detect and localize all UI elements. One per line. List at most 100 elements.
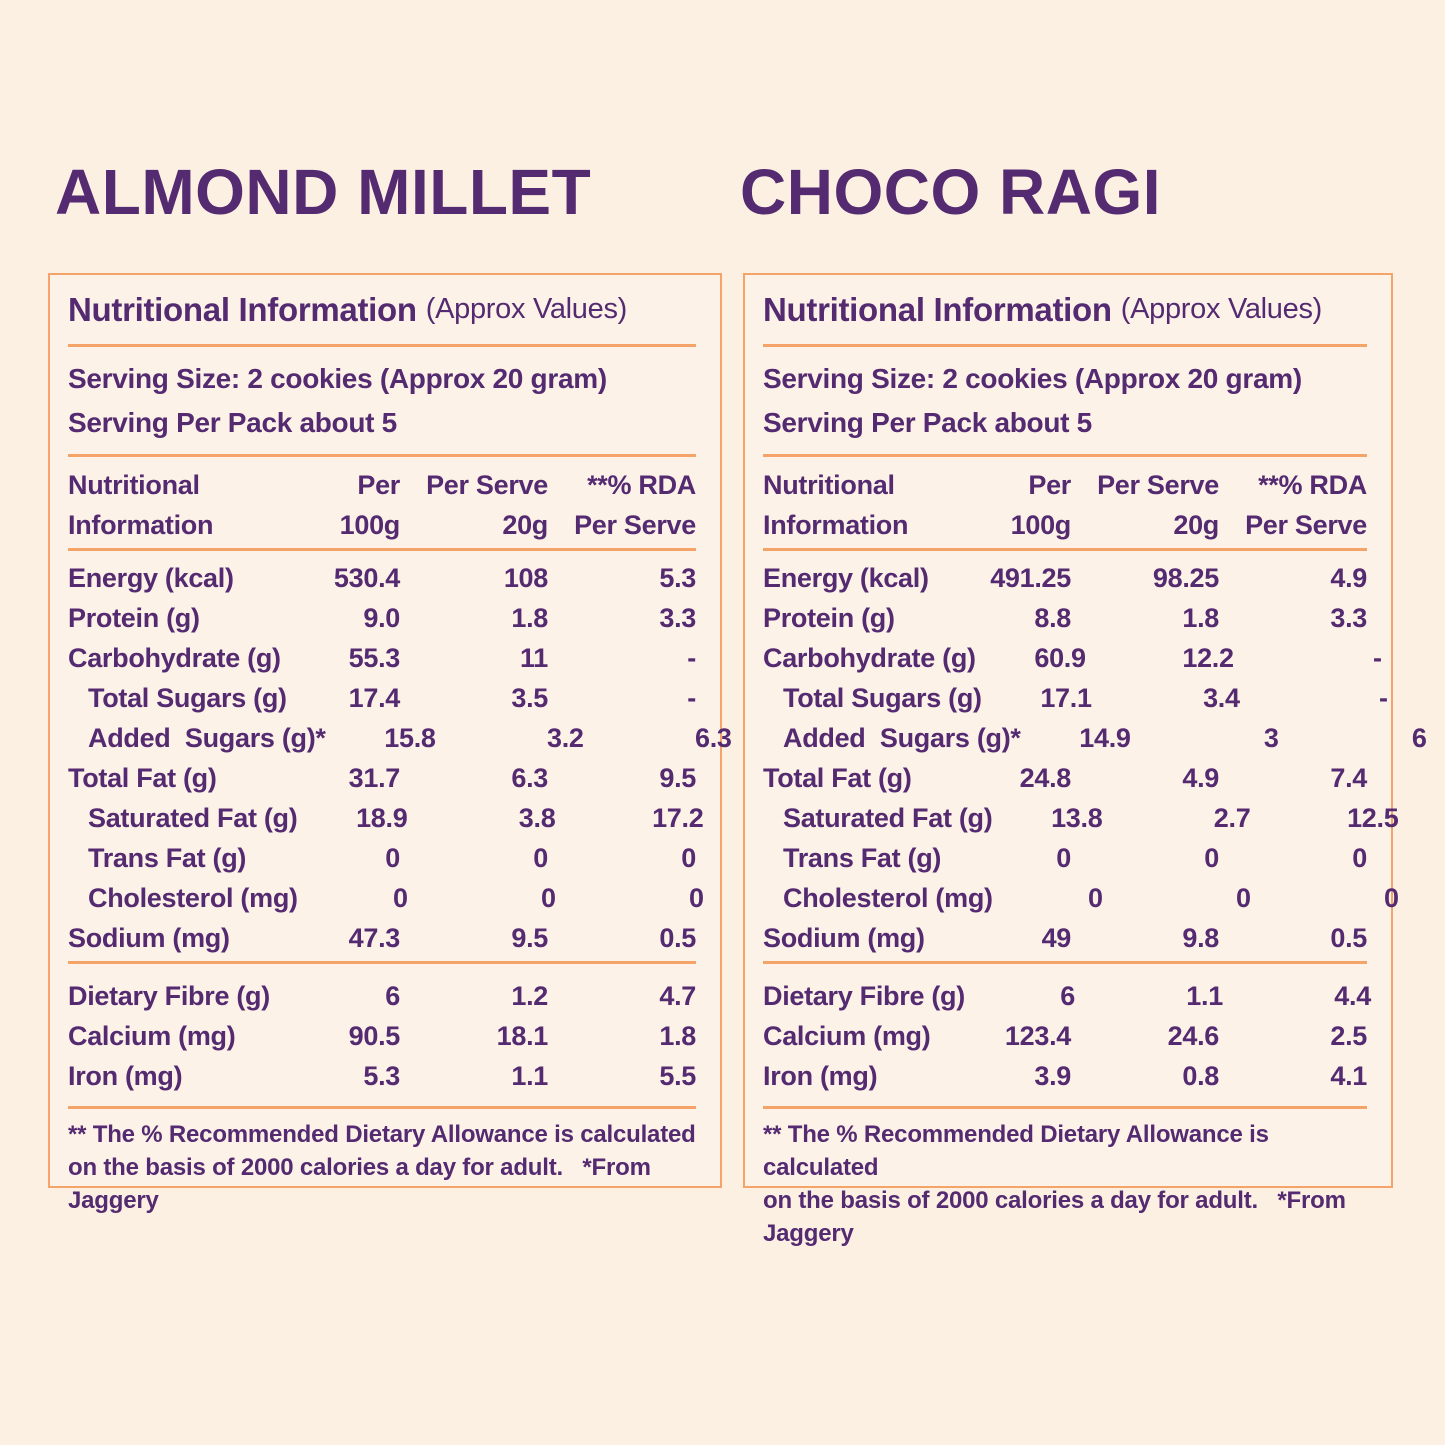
value-per-serve: 3.5	[511, 683, 548, 713]
nutrient-label: Iron (mg)	[68, 1061, 183, 1091]
value-per-serve: 108	[503, 563, 548, 593]
nutrient-label: Cholesterol (mg)	[88, 883, 298, 913]
header-col-nutrient: Information	[763, 510, 909, 540]
nutrient-row: Added Sugars (g)* 14.9 3 6	[763, 718, 1427, 758]
value-rda-per-serve: 0	[689, 883, 704, 913]
nutrient-row: Energy (kcal) 491.25 98.25 4.9	[763, 558, 1367, 598]
value-per-100g: 90.5	[348, 1021, 401, 1051]
nutrition-card-almond-millet: Nutritional Information (Approx Values) …	[48, 273, 732, 1214]
value-rda-per-serve: 5.5	[659, 1061, 696, 1091]
header-col-rda: Per Serve	[574, 510, 696, 540]
header-col-rda: **% RDA	[587, 470, 696, 500]
divider	[68, 548, 696, 551]
table-header: Nutritional Per Per Serve **% RDA Inform…	[763, 457, 1367, 548]
nutrient-label: Energy (kcal)	[68, 563, 234, 593]
value-per-100g: 24.8	[1019, 763, 1072, 793]
header-col-perserve: 20g	[502, 510, 548, 540]
value-rda-per-serve: -	[1379, 683, 1388, 713]
table-header: Nutritional Per Per Serve **% RDA Inform…	[68, 457, 696, 548]
divider	[763, 961, 1367, 964]
value-rda-per-serve: 4.7	[659, 981, 696, 1011]
table-header-row-1: Nutritional Per Per Serve **% RDA	[68, 465, 696, 505]
header-col-per100: 100g	[1010, 510, 1072, 540]
footnote: ** The % Recommended Dietary Allowance i…	[763, 1109, 1367, 1250]
divider	[68, 1106, 696, 1109]
value-per-serve: 3	[1263, 723, 1279, 753]
value-per-100g: 0	[393, 883, 408, 913]
value-per-100g: 0	[1056, 843, 1071, 873]
product-title-almond-millet: ALMOND MILLET	[55, 156, 592, 228]
serving-pack-line: Serving Per Pack about 5	[68, 407, 397, 438]
nutrient-label: Calcium (mg)	[763, 1021, 931, 1051]
value-rda-per-serve: 0	[1352, 843, 1367, 873]
value-per-100g: 3.9	[1034, 1061, 1071, 1091]
nutrient-row: Iron (mg) 3.9 0.8 4.1	[763, 1056, 1367, 1096]
value-rda-per-serve: 4.9	[1330, 563, 1367, 593]
nutrient-label: Carbohydrate (g)	[763, 643, 976, 673]
nutrient-row: Saturated Fat (g) 18.9 3.8 17.2	[68, 798, 704, 838]
nutrient-row: Sodium (mg) 49 9.8 0.5	[763, 918, 1367, 958]
value-per-100g: 530.4	[333, 563, 400, 593]
serving-info: Serving Size: 2 cookies (Approx 20 gram)…	[68, 347, 696, 454]
nutrient-label: Protein (g)	[763, 603, 895, 633]
divider	[68, 344, 696, 347]
header-col-perserve: Per Serve	[1097, 470, 1219, 500]
value-per-100g: 9.0	[363, 603, 400, 633]
nutrient-rows: Energy (kcal) 491.25 98.25 4.9 Protein (…	[763, 551, 1427, 961]
value-per-100g: 5.3	[363, 1061, 400, 1091]
nutrient-label: Total Fat (g)	[68, 763, 217, 793]
value-rda-per-serve: 17.2	[652, 803, 704, 833]
table-header-row-1: Nutritional Per Per Serve **% RDA	[763, 465, 1367, 505]
nutrient-row: Calcium (mg) 123.4 24.6 2.5	[763, 1016, 1367, 1056]
nutrient-row: Dietary Fibre (g) 6 1.1 4.4	[763, 976, 1371, 1016]
footnote-line-1: ** The % Recommended Dietary Allowance i…	[763, 1121, 1276, 1181]
value-per-serve: 1.1	[1186, 981, 1223, 1011]
value-per-serve: 1.8	[1182, 603, 1219, 633]
table-header-row-2: Information 100g 20g Per Serve	[68, 505, 696, 545]
value-per-serve: 3.8	[518, 803, 556, 833]
divider	[763, 548, 1367, 551]
value-per-serve: 6.3	[511, 763, 548, 793]
value-per-100g: 18.9	[356, 803, 408, 833]
card-heading: Nutritional Information (Approx Values)	[763, 275, 1367, 344]
value-rda-per-serve: 4.4	[1334, 981, 1371, 1011]
value-per-serve: 18.1	[496, 1021, 549, 1051]
nutrient-row: Total Fat (g) 24.8 4.9 7.4	[763, 758, 1367, 798]
footnote-line-2: on the basis of 2000 calories a day for …	[763, 1187, 1353, 1247]
header-col-rda: Per Serve	[1245, 510, 1367, 540]
value-per-100g: 0	[1088, 883, 1103, 913]
header-col-nutrient: Nutritional	[763, 470, 895, 500]
value-rda-per-serve: 0.5	[659, 923, 696, 953]
value-per-serve: 1.1	[511, 1061, 548, 1091]
value-rda-per-serve: -	[1373, 643, 1382, 673]
value-per-serve: 2.7	[1213, 803, 1251, 833]
nutrient-label: Sodium (mg)	[763, 923, 925, 953]
nutrient-row: Trans Fat (g) 0 0 0	[68, 838, 696, 878]
nutrient-row: Sodium (mg) 47.3 9.5 0.5	[68, 918, 696, 958]
divider	[68, 961, 696, 964]
card-heading-note: (Approx Values)	[425, 293, 628, 325]
value-per-100g: 31.7	[348, 763, 401, 793]
header-col-per100: Per	[357, 470, 400, 500]
card-heading-note: (Approx Values)	[1120, 293, 1323, 325]
value-per-100g: 14.9	[1079, 723, 1131, 753]
header-col-nutrient: Nutritional	[68, 470, 200, 500]
nutrient-row: Total Sugars (g) 17.1 3.4 -	[763, 678, 1388, 718]
value-per-serve: 9.5	[511, 923, 548, 953]
value-per-serve: 11	[520, 643, 548, 673]
nutrient-label: Protein (g)	[68, 603, 200, 633]
header-col-perserve: Per Serve	[426, 470, 548, 500]
header-col-nutrient: Information	[68, 510, 214, 540]
nutrient-label: Added Sugars (g)*	[88, 723, 326, 753]
card-heading-text: Nutritional Information	[763, 290, 1112, 328]
value-per-serve: 1.2	[511, 981, 548, 1011]
nutrition-card-choco-ragi: Nutritional Information (Approx Values) …	[743, 273, 1427, 1247]
header-col-per100: Per	[1028, 470, 1071, 500]
nutrient-label: Energy (kcal)	[763, 563, 929, 593]
nutrient-row: Carbohydrate (g) 60.9 12.2 -	[763, 638, 1382, 678]
nutrient-row: Protein (g) 9.0 1.8 3.3	[68, 598, 696, 638]
value-per-100g: 13.8	[1051, 803, 1103, 833]
value-per-100g: 8.8	[1034, 603, 1071, 633]
mineral-rows: Dietary Fibre (g) 6 1.2 4.7 Calcium (mg)…	[68, 964, 696, 1106]
